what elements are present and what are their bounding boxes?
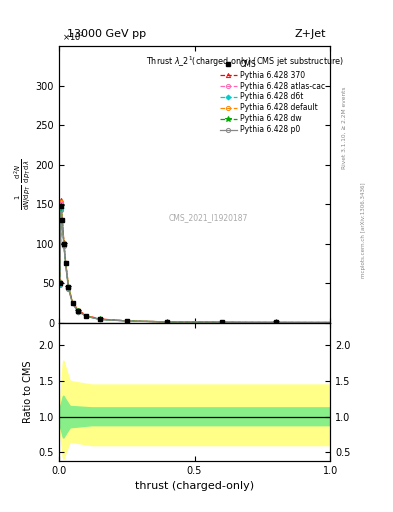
Legend: CMS, Pythia 6.428 370, Pythia 6.428 atlas-cac, Pythia 6.428 d6t, Pythia 6.428 de: CMS, Pythia 6.428 370, Pythia 6.428 atla… xyxy=(218,58,326,136)
Text: Rivet 3.1.10, ≥ 2.2M events: Rivet 3.1.10, ≥ 2.2M events xyxy=(342,87,346,169)
Text: Z+Jet: Z+Jet xyxy=(295,29,326,39)
Text: CMS_2021_I1920187: CMS_2021_I1920187 xyxy=(169,213,248,222)
Text: Thrust $\lambda\_2^1$(charged only) (CMS jet substructure): Thrust $\lambda\_2^1$(charged only) (CMS… xyxy=(146,54,344,69)
Y-axis label: Ratio to CMS: Ratio to CMS xyxy=(23,360,33,423)
Text: $\times10^2$: $\times10^2$ xyxy=(62,31,84,44)
Y-axis label: $\frac{1}{\mathrm{d}N/\mathrm{d}p_T}$ $\frac{\mathrm{d}^2N}{\mathrm{d}p_T\,\math: $\frac{1}{\mathrm{d}N/\mathrm{d}p_T}$ $\… xyxy=(12,159,33,210)
Text: 13000 GeV pp: 13000 GeV pp xyxy=(67,29,146,39)
Text: mcplots.cern.ch [arXiv:1306.3436]: mcplots.cern.ch [arXiv:1306.3436] xyxy=(361,183,366,278)
X-axis label: thrust (charged-only): thrust (charged-only) xyxy=(135,481,254,491)
